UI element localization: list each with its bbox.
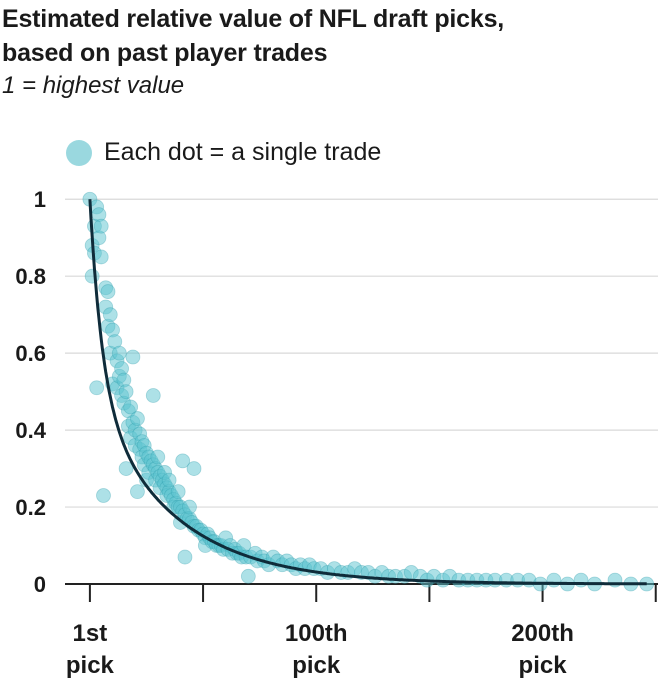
data-point: [145, 388, 161, 403]
data-point: [177, 549, 193, 565]
y-tick-label: 1: [34, 187, 46, 212]
legend-label: Each dot = a single trade: [104, 138, 382, 166]
data-point: [240, 568, 256, 584]
data-point: [118, 384, 134, 400]
data-point: [150, 449, 166, 465]
x-tick-label: 1st: [73, 620, 108, 647]
chart-title: Estimated relative value of NFL draft pi…: [2, 2, 658, 70]
title-line-2: based on past player trades: [2, 39, 328, 67]
x-tick-label: 100th: [285, 620, 348, 647]
data-point: [102, 307, 118, 323]
x-tick-label: pick: [66, 652, 115, 679]
x-tick-label: pick: [519, 652, 568, 679]
data-point: [96, 488, 111, 503]
chart-subtitle: 1 = highest value: [2, 72, 185, 99]
data-point: [170, 484, 186, 500]
y-tick-label: 0.8: [15, 264, 46, 289]
x-tick-label: pick: [292, 652, 341, 679]
data-point: [186, 461, 202, 476]
data-points: [82, 191, 655, 592]
data-point: [100, 284, 116, 299]
data-point: [118, 461, 134, 476]
data-point: [89, 380, 105, 396]
y-tick-label: 0.2: [15, 495, 46, 520]
y-axis-ticks: 1 0.8 0.6 0.4 0.2 0: [15, 187, 46, 597]
data-point: [125, 349, 141, 365]
legend: Each dot = a single trade: [66, 138, 381, 167]
data-point: [175, 453, 191, 469]
data-point: [123, 399, 139, 415]
title-line-1: Estimated relative value of NFL draft pi…: [2, 5, 505, 33]
y-tick-label: 0.6: [15, 341, 46, 366]
trend-curve: [88, 199, 647, 586]
data-point: [93, 218, 109, 234]
data-point: [130, 484, 145, 500]
data-point: [546, 572, 562, 588]
data-point: [93, 249, 109, 265]
data-point: [130, 411, 145, 426]
y-tick-label: 0.4: [15, 418, 46, 443]
data-point: [182, 499, 197, 515]
x-tick-label: 200th: [511, 620, 574, 647]
data-point: [161, 472, 177, 488]
data-point: [111, 345, 127, 361]
x-axis-tick-labels: 1st pick 100th pick 200th pick: [66, 620, 574, 679]
y-tick-label: 0: [34, 572, 46, 597]
legend-dot-icon: [66, 139, 92, 166]
x-axis: [88, 584, 657, 602]
data-point: [84, 268, 100, 284]
